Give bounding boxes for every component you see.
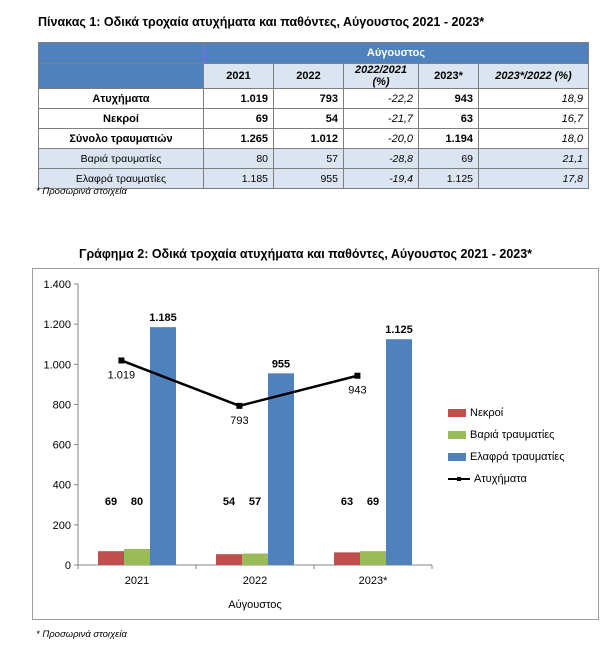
bar: [216, 554, 242, 565]
bar: [386, 339, 412, 565]
table-row: Νεκροί 69 54 -21,7 63 16,7: [38, 108, 590, 129]
bar-value-label: 54: [223, 496, 236, 508]
bar: [98, 551, 124, 565]
line-value-label: 1.019: [108, 369, 136, 381]
table-cell: 1.125: [418, 168, 479, 189]
legend-item: Βαριά τραυματίες: [448, 424, 565, 446]
legend-label: Νεκροί: [470, 407, 504, 419]
legend-swatch-light: [448, 453, 466, 461]
y-tick-label: 400: [53, 480, 71, 492]
bar: [124, 548, 150, 565]
table-row: Βαριά τραυματίες 80 57 -28,8 69 21,1: [38, 148, 590, 169]
legend-label: Ελαφρά τραυματίες: [470, 451, 565, 463]
table-cell: 17,8: [477, 168, 590, 189]
bar-value-label: 63: [341, 496, 353, 508]
line-point: [354, 372, 361, 379]
bar-value-label: 57: [249, 496, 261, 508]
x-tick-label: 2023*: [359, 575, 388, 587]
y-tick-label: 0: [65, 560, 71, 572]
chart-frame: [32, 268, 599, 620]
table-cell: 1.185: [203, 168, 274, 189]
bar-value-label: 69: [105, 496, 117, 508]
chart-legend: Νεκροί Βαριά τραυματίες Ελαφρά τραυματίε…: [448, 402, 565, 490]
table-row: Ατυχήματα 1.019 793 -22,2 943 18,9: [38, 88, 590, 109]
legend-label: Βαριά τραυματίες: [470, 429, 555, 441]
chart-footnote: * Προσωρινά στοιχεία: [36, 629, 127, 640]
legend-item: Ατυχήματα: [448, 468, 565, 490]
chart-title: Γράφημα 2: Οδικά τροχαία ατυχήματα και π…: [78, 247, 533, 261]
table-cell: -22,2: [343, 88, 419, 109]
table-row: Ελαφρά τραυματίες 1.185 955 -19,4 1.125 …: [38, 168, 590, 189]
bar: [360, 551, 386, 565]
y-tick-label: 200: [53, 520, 71, 532]
legend-item: Ελαφρά τραυματίες: [448, 446, 565, 468]
bar: [150, 327, 176, 565]
y-tick-label: 600: [53, 440, 71, 452]
table-corner-cell: [38, 42, 204, 64]
line-value-label: 793: [230, 415, 248, 427]
bar-value-label: 69: [367, 496, 379, 508]
row-label: Ελαφρά τραυματίες: [38, 168, 204, 189]
table-title: Πίνακας 1: Οδικά τροχαία ατυχήματα και π…: [38, 15, 485, 29]
legend-swatch-deaths: [448, 409, 466, 417]
column-header: 2022: [273, 63, 344, 89]
table-cell: -19,4: [343, 168, 419, 189]
column-header: 2023*/2022 (%): [477, 63, 590, 89]
bar: [268, 373, 294, 565]
bar-value-label: 1.185: [149, 312, 177, 324]
legend-swatch-serious: [448, 431, 466, 439]
line-point: [236, 402, 243, 409]
row-label: Ατυχήματα: [38, 88, 204, 109]
table-group-header: Αύγουστος: [202, 42, 590, 64]
legend-label: Ατυχήματα: [474, 473, 527, 485]
bar: [242, 553, 268, 565]
y-tick-label: 800: [53, 399, 71, 411]
x-tick-label: 2022: [243, 575, 267, 587]
legend-line-accidents: [448, 475, 470, 483]
line-value-label: 943: [348, 385, 366, 397]
line-point: [118, 357, 125, 364]
bar: [334, 552, 360, 565]
y-tick-label: 1.200: [43, 319, 71, 331]
x-tick-label: 2021: [125, 575, 149, 587]
y-tick-label: 1.400: [43, 279, 71, 291]
column-header: 2023*: [418, 63, 479, 89]
y-tick-label: 1.000: [43, 359, 71, 371]
legend-item: Νεκροί: [448, 402, 565, 424]
column-header: 2021: [203, 63, 274, 89]
table-cell: 80: [203, 148, 274, 169]
column-header: 2022/2021 (%): [343, 63, 419, 89]
bar-value-label: 80: [131, 496, 143, 508]
table-footnote: * Προσωρινά στοιχεία: [36, 186, 127, 197]
bar-value-label: 1.125: [385, 324, 413, 336]
accidents-table: Αύγουστος 2021 2022 2022/2021 (%) 2023* …: [38, 42, 590, 189]
table-cell: 21,1: [477, 148, 590, 169]
x-axis-title: Αύγουστος: [228, 599, 281, 611]
table-row: Σύνολο τραυματιών 1.265 1.012 -20,0 1.19…: [38, 128, 590, 149]
bar-value-label: 955: [272, 358, 290, 370]
